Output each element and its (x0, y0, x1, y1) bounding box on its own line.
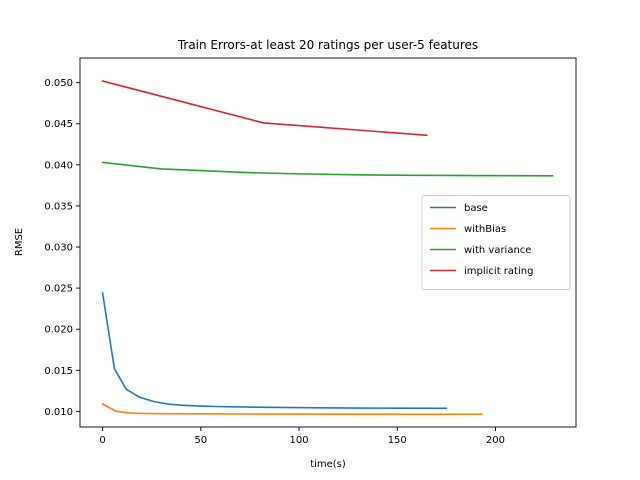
y-tick-label: 0.050 (44, 78, 73, 89)
legend-label: implicit rating (464, 266, 533, 277)
y-tick-label: 0.035 (44, 201, 73, 212)
legend: base withBias with variance implicit rating (421, 195, 571, 290)
series-line-withbias (101, 402, 483, 416)
y-tick-label: 0.015 (44, 366, 73, 377)
y-axis-label: RMSE (14, 228, 25, 256)
legend-label: base (464, 203, 488, 214)
chart-title: Train Errors-at least 20 ratings per use… (177, 38, 478, 52)
series-line-implicit-rating (101, 80, 428, 137)
x-tick-label: 0 (99, 435, 105, 446)
x-tick-label: 50 (194, 435, 207, 446)
y-tick-label: 0.040 (44, 160, 73, 171)
x-tick-label: 100 (289, 435, 308, 446)
x-tick-label: 200 (486, 435, 505, 446)
plot-area: 0 50 100 150 200 0.010 0.015 0.020 0.025 0.030 0.0… (44, 57, 577, 446)
y-tick-label: 0.030 (44, 243, 73, 254)
legend-label: with variance (464, 245, 531, 256)
y-tick-label: 0.025 (44, 284, 73, 295)
series-line-base (101, 292, 448, 410)
y-tick-label: 0.020 (44, 325, 73, 336)
axes-frame (79, 57, 577, 428)
legend-box (421, 195, 571, 290)
y-tick-label: 0.010 (44, 407, 73, 418)
legend-label: withBias (464, 224, 506, 235)
x-tick-label: 150 (388, 435, 407, 446)
y-tick-label: 0.045 (44, 119, 73, 130)
x-axis-label: time(s) (310, 459, 346, 470)
series-line-with-variance (101, 161, 554, 177)
